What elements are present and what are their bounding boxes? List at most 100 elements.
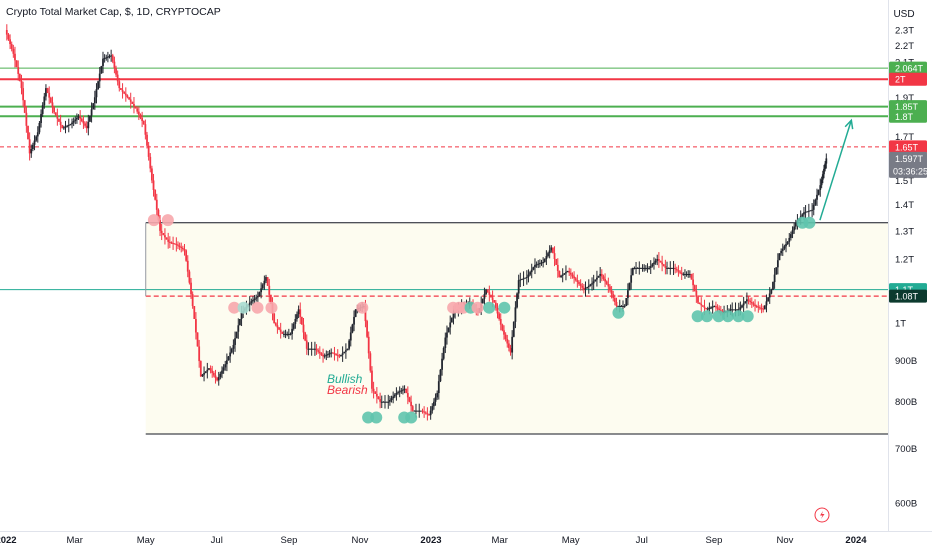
candle-body — [43, 96, 46, 106]
candle-body — [535, 264, 538, 266]
candle-body — [299, 309, 302, 317]
candle-body — [806, 211, 809, 213]
time-axis[interactable]: 2022 Mar May Jul Sep Nov 2023 Mar May Jul Sep Nov 20… — [0, 535, 867, 546]
candle-body — [499, 318, 502, 325]
candle-body — [113, 61, 116, 69]
candle-body — [525, 277, 528, 279]
candle-body — [287, 333, 290, 335]
candle-body — [204, 371, 207, 374]
candle-body — [372, 388, 375, 392]
candle-body — [693, 285, 696, 291]
candle-body — [18, 73, 21, 81]
candle-body — [596, 277, 598, 280]
candle-body — [763, 305, 766, 310]
candle-body — [162, 233, 165, 236]
candle-body — [188, 271, 191, 283]
candle-body — [737, 309, 740, 311]
candle-body — [568, 270, 571, 273]
candle-body — [661, 262, 664, 265]
candle-body — [190, 282, 192, 295]
candle-body — [185, 250, 188, 261]
candle-body — [687, 273, 690, 275]
candle-body — [292, 323, 295, 329]
candle-body — [346, 348, 349, 351]
candle-body — [344, 350, 347, 352]
candle-body — [419, 410, 422, 412]
candle-body — [587, 285, 590, 288]
candle-body — [178, 245, 181, 247]
candle-body — [323, 355, 326, 357]
candle-body — [516, 293, 518, 308]
candle-body — [703, 306, 706, 309]
candle-body — [322, 354, 324, 357]
candle-body — [56, 115, 59, 119]
touch-marker-20 — [700, 310, 713, 323]
candle-body — [225, 360, 228, 365]
candle-body — [333, 353, 336, 355]
level-price-label-0: 2.064T — [895, 64, 924, 74]
candle-body — [824, 163, 827, 169]
candle-body — [40, 113, 42, 123]
currency-label[interactable]: USD — [893, 9, 914, 20]
candle-body — [318, 351, 321, 354]
candle-body — [22, 88, 25, 101]
candle-body — [571, 274, 574, 277]
candle-body — [146, 134, 148, 146]
candle-body — [630, 275, 633, 283]
candle-body — [10, 44, 13, 49]
candle-body — [408, 397, 411, 402]
candle-body — [825, 158, 828, 164]
candle-body — [5, 30, 8, 35]
candle-body — [294, 318, 297, 324]
price-tick-label: 1.2T — [895, 255, 914, 266]
candle-body — [762, 308, 765, 310]
candle-body — [58, 118, 60, 122]
candle-body — [623, 306, 626, 308]
candle-body — [216, 377, 219, 381]
candle-body — [152, 180, 155, 190]
candle-body — [708, 308, 711, 310]
candle-body — [367, 336, 370, 354]
candle-body — [641, 267, 644, 269]
candle-body — [700, 304, 703, 306]
candle-body — [92, 103, 95, 110]
candle-body — [296, 314, 298, 319]
candle-body — [633, 267, 636, 269]
candle-body — [770, 289, 773, 294]
candle-body — [77, 116, 80, 118]
candle-body — [41, 105, 44, 114]
candle-body — [504, 334, 507, 340]
candle-body — [33, 140, 36, 145]
candle-body — [159, 220, 161, 231]
candle-body — [729, 309, 732, 311]
candle-body — [524, 277, 527, 279]
candle-body — [265, 277, 267, 281]
candle-body — [144, 124, 147, 135]
touch-marker-24 — [741, 310, 754, 323]
candle-body — [374, 391, 377, 394]
candle-body — [274, 323, 277, 326]
candle-body — [304, 332, 307, 341]
price-tick-label: 1.4T — [895, 200, 914, 211]
time-tick-label: May — [137, 535, 155, 546]
candle-body — [219, 373, 222, 378]
candle-body — [561, 274, 564, 276]
candle-body — [227, 356, 230, 361]
candle-body — [481, 298, 484, 304]
candle-body — [17, 67, 20, 74]
candle-body — [625, 298, 628, 307]
candle-body — [790, 234, 792, 238]
candle-body — [155, 199, 158, 210]
candle-body — [67, 124, 70, 126]
candle-body — [106, 56, 109, 58]
candle-body — [701, 305, 704, 307]
candle-body — [35, 136, 38, 141]
candle-body — [120, 88, 122, 90]
candle-body — [71, 122, 73, 125]
candle-body — [649, 266, 652, 268]
price-tick-label: 1.7T — [895, 132, 914, 143]
candle-body — [252, 300, 254, 302]
time-tick-label: Mar — [67, 535, 83, 546]
flash-icon[interactable] — [814, 507, 830, 523]
